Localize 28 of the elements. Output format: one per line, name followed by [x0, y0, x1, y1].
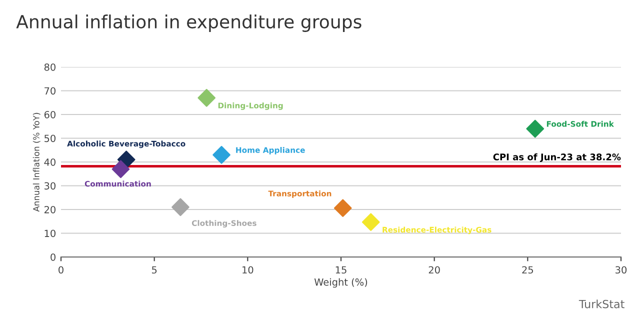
- y-tick-label: 80: [44, 63, 56, 71]
- x-tick-label: 25: [522, 266, 534, 274]
- chart-title: Annual inflation in expenditure groups: [16, 14, 362, 32]
- x-tick-label: 15: [336, 266, 346, 274]
- y-tick-label: 0: [50, 253, 56, 261]
- x-tick-label: 10: [242, 266, 254, 274]
- x-tick-label: 20: [428, 266, 440, 274]
- point: [362, 213, 380, 231]
- point: [334, 199, 352, 217]
- x-tick-label: 0: [58, 266, 64, 274]
- y-tick-label: 40: [44, 158, 56, 166]
- ref-line-label: CPI as of Jun-23 at 38.2%: [493, 153, 621, 162]
- y-tick-label: 70: [44, 87, 56, 95]
- y-tick-label: 20: [44, 206, 56, 214]
- x-tick-label: 5: [152, 266, 157, 274]
- x-tick-label: 30: [616, 266, 627, 274]
- point: [212, 146, 230, 164]
- text: TurkStat: [578, 300, 624, 308]
- x-axis-title: Weight (%): [314, 278, 368, 288]
- y-tick-label: 10: [44, 230, 56, 238]
- y-axis-title: Annual Inflation (% YoY): [32, 112, 40, 212]
- point: [172, 198, 190, 216]
- y-tick-label: 50: [44, 134, 56, 142]
- point: [112, 160, 130, 178]
- y-tick-label: 60: [44, 110, 56, 118]
- point: [198, 88, 216, 107]
- y-tick-label: 30: [44, 182, 56, 190]
- point: [526, 120, 544, 138]
